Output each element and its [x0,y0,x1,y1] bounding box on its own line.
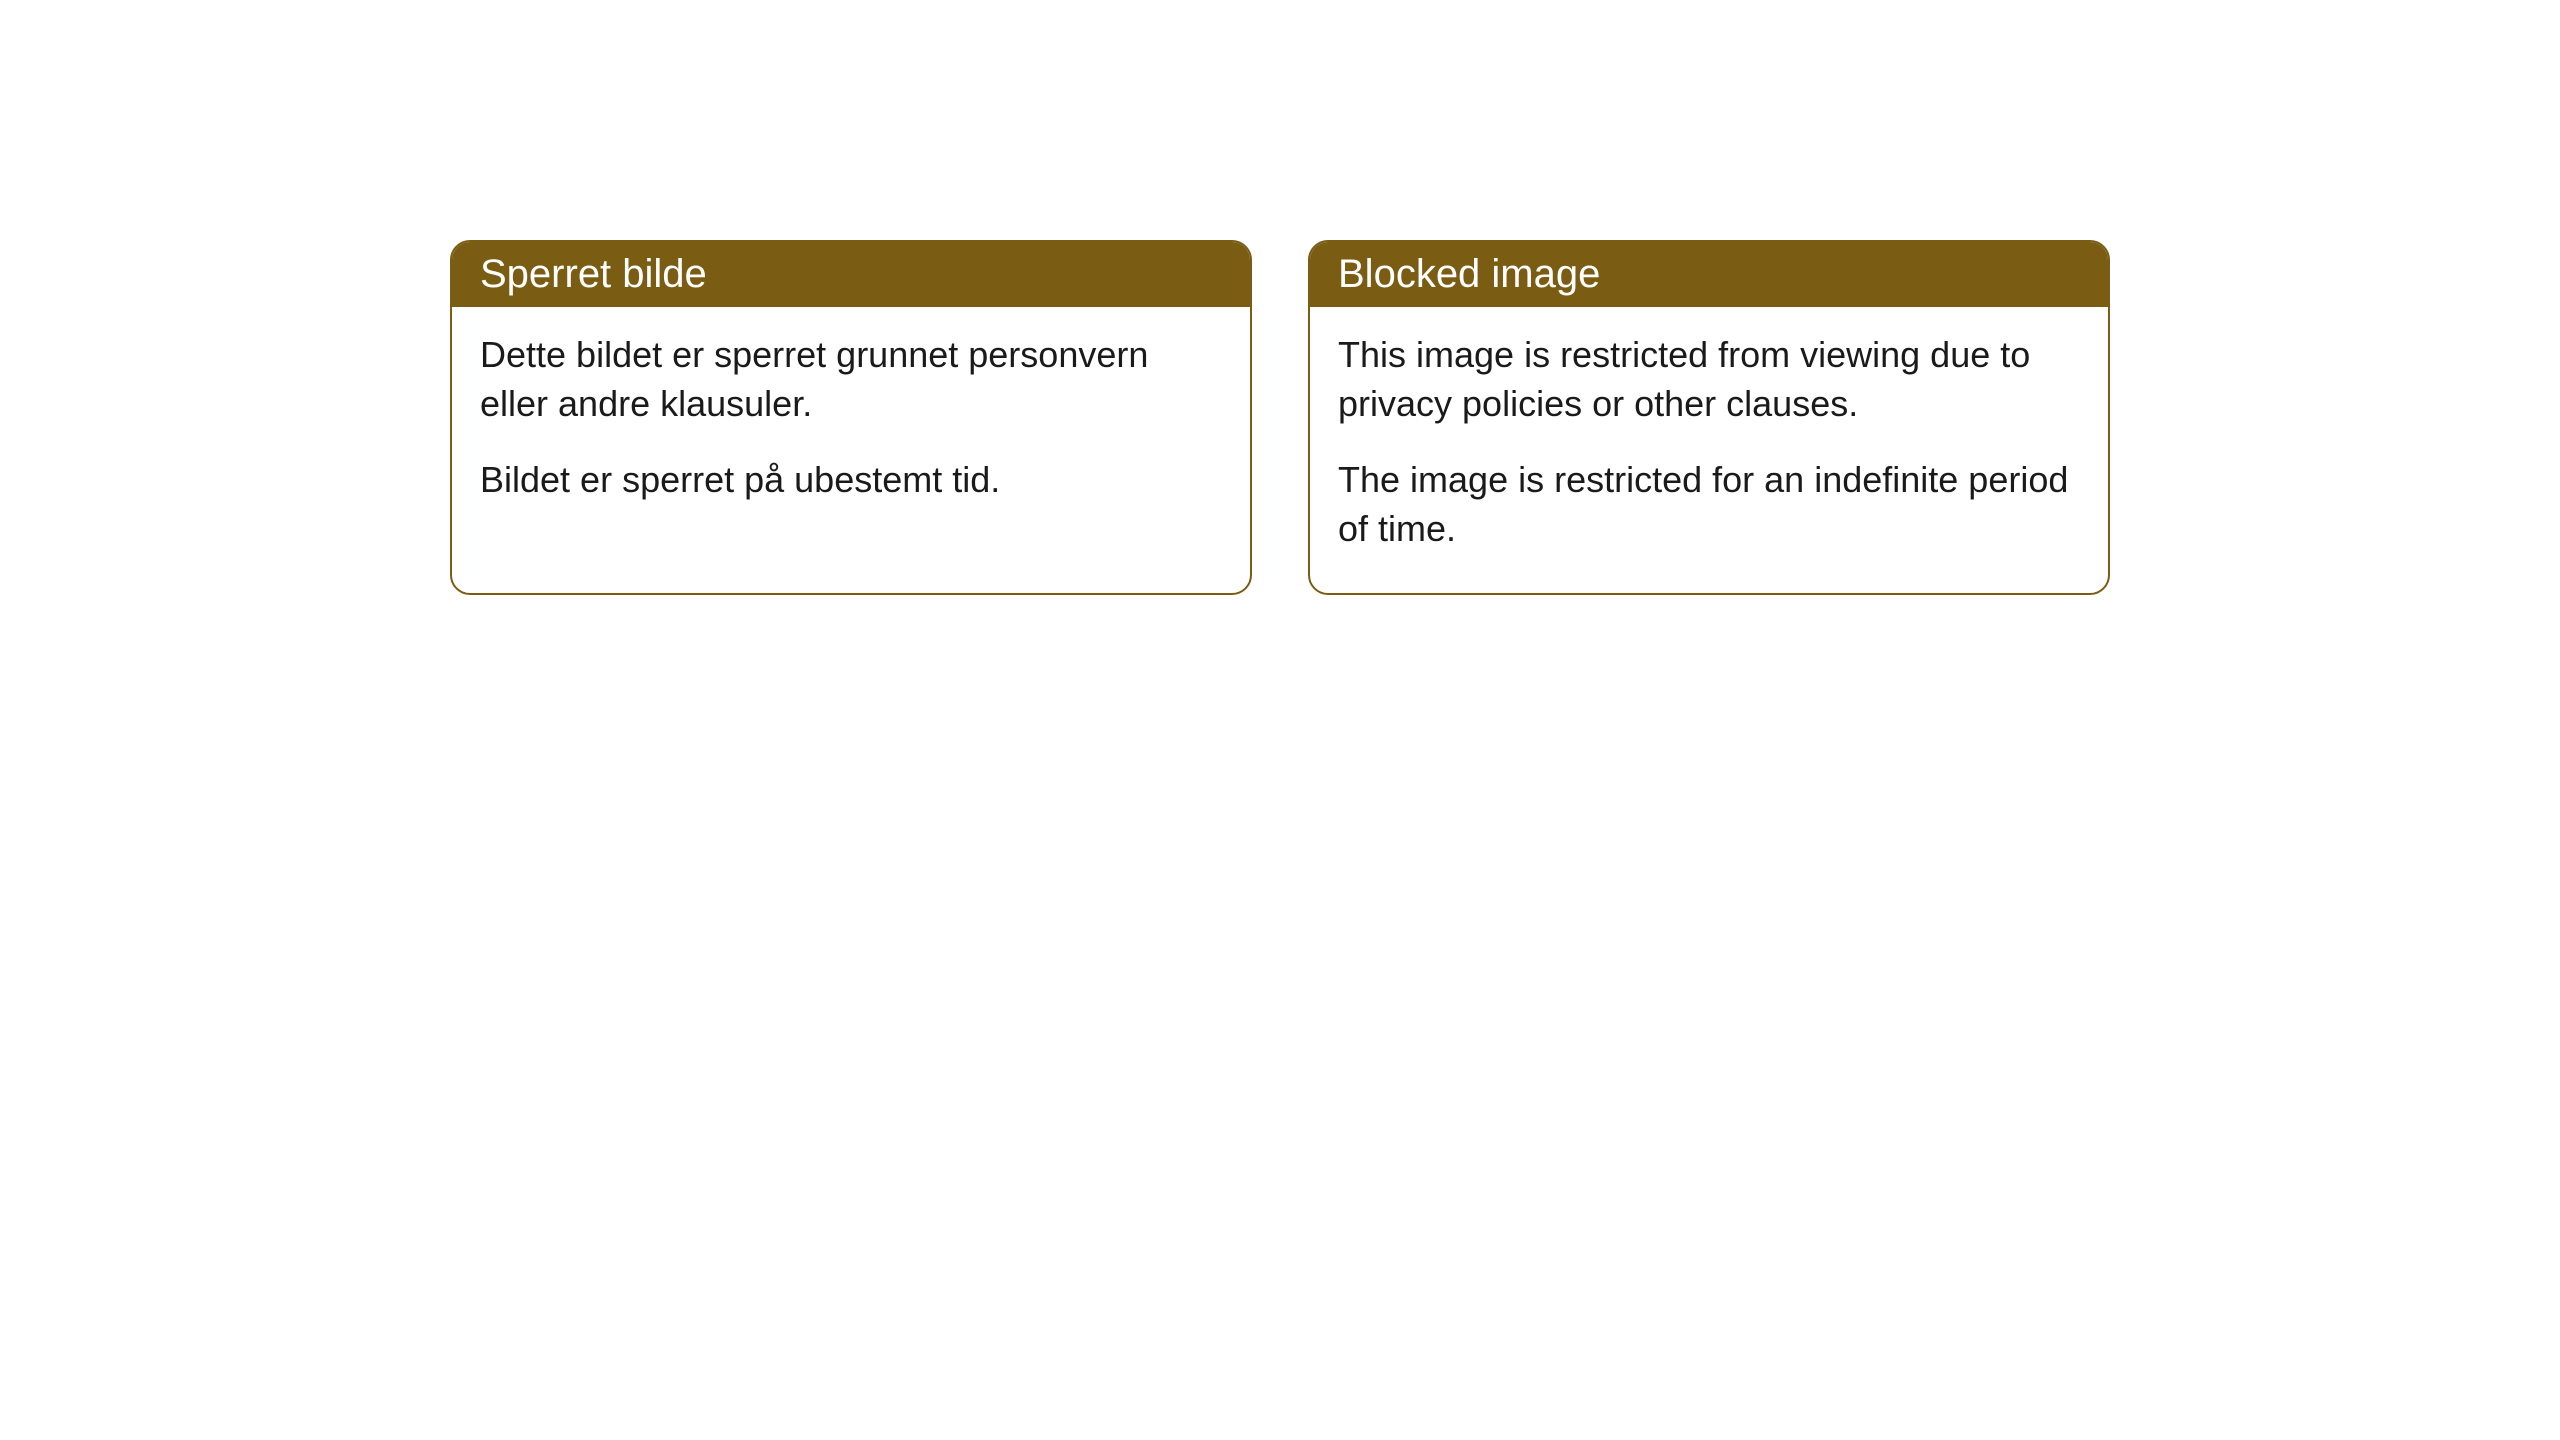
notice-cards-container: Sperret bilde Dette bildet er sperret gr… [450,240,2110,595]
card-paragraph-2: The image is restricted for an indefinit… [1338,456,2080,553]
blocked-image-card-norwegian: Sperret bilde Dette bildet er sperret gr… [450,240,1252,595]
card-header-english: Blocked image [1310,242,2108,307]
card-paragraph-2: Bildet er sperret på ubestemt tid. [480,456,1222,505]
card-paragraph-1: This image is restricted from viewing du… [1338,331,2080,428]
card-title: Sperret bilde [480,252,707,296]
card-title: Blocked image [1338,252,1600,296]
card-paragraph-1: Dette bildet er sperret grunnet personve… [480,331,1222,428]
card-body-norwegian: Dette bildet er sperret grunnet personve… [452,307,1250,545]
card-body-english: This image is restricted from viewing du… [1310,307,2108,593]
blocked-image-card-english: Blocked image This image is restricted f… [1308,240,2110,595]
card-header-norwegian: Sperret bilde [452,242,1250,307]
